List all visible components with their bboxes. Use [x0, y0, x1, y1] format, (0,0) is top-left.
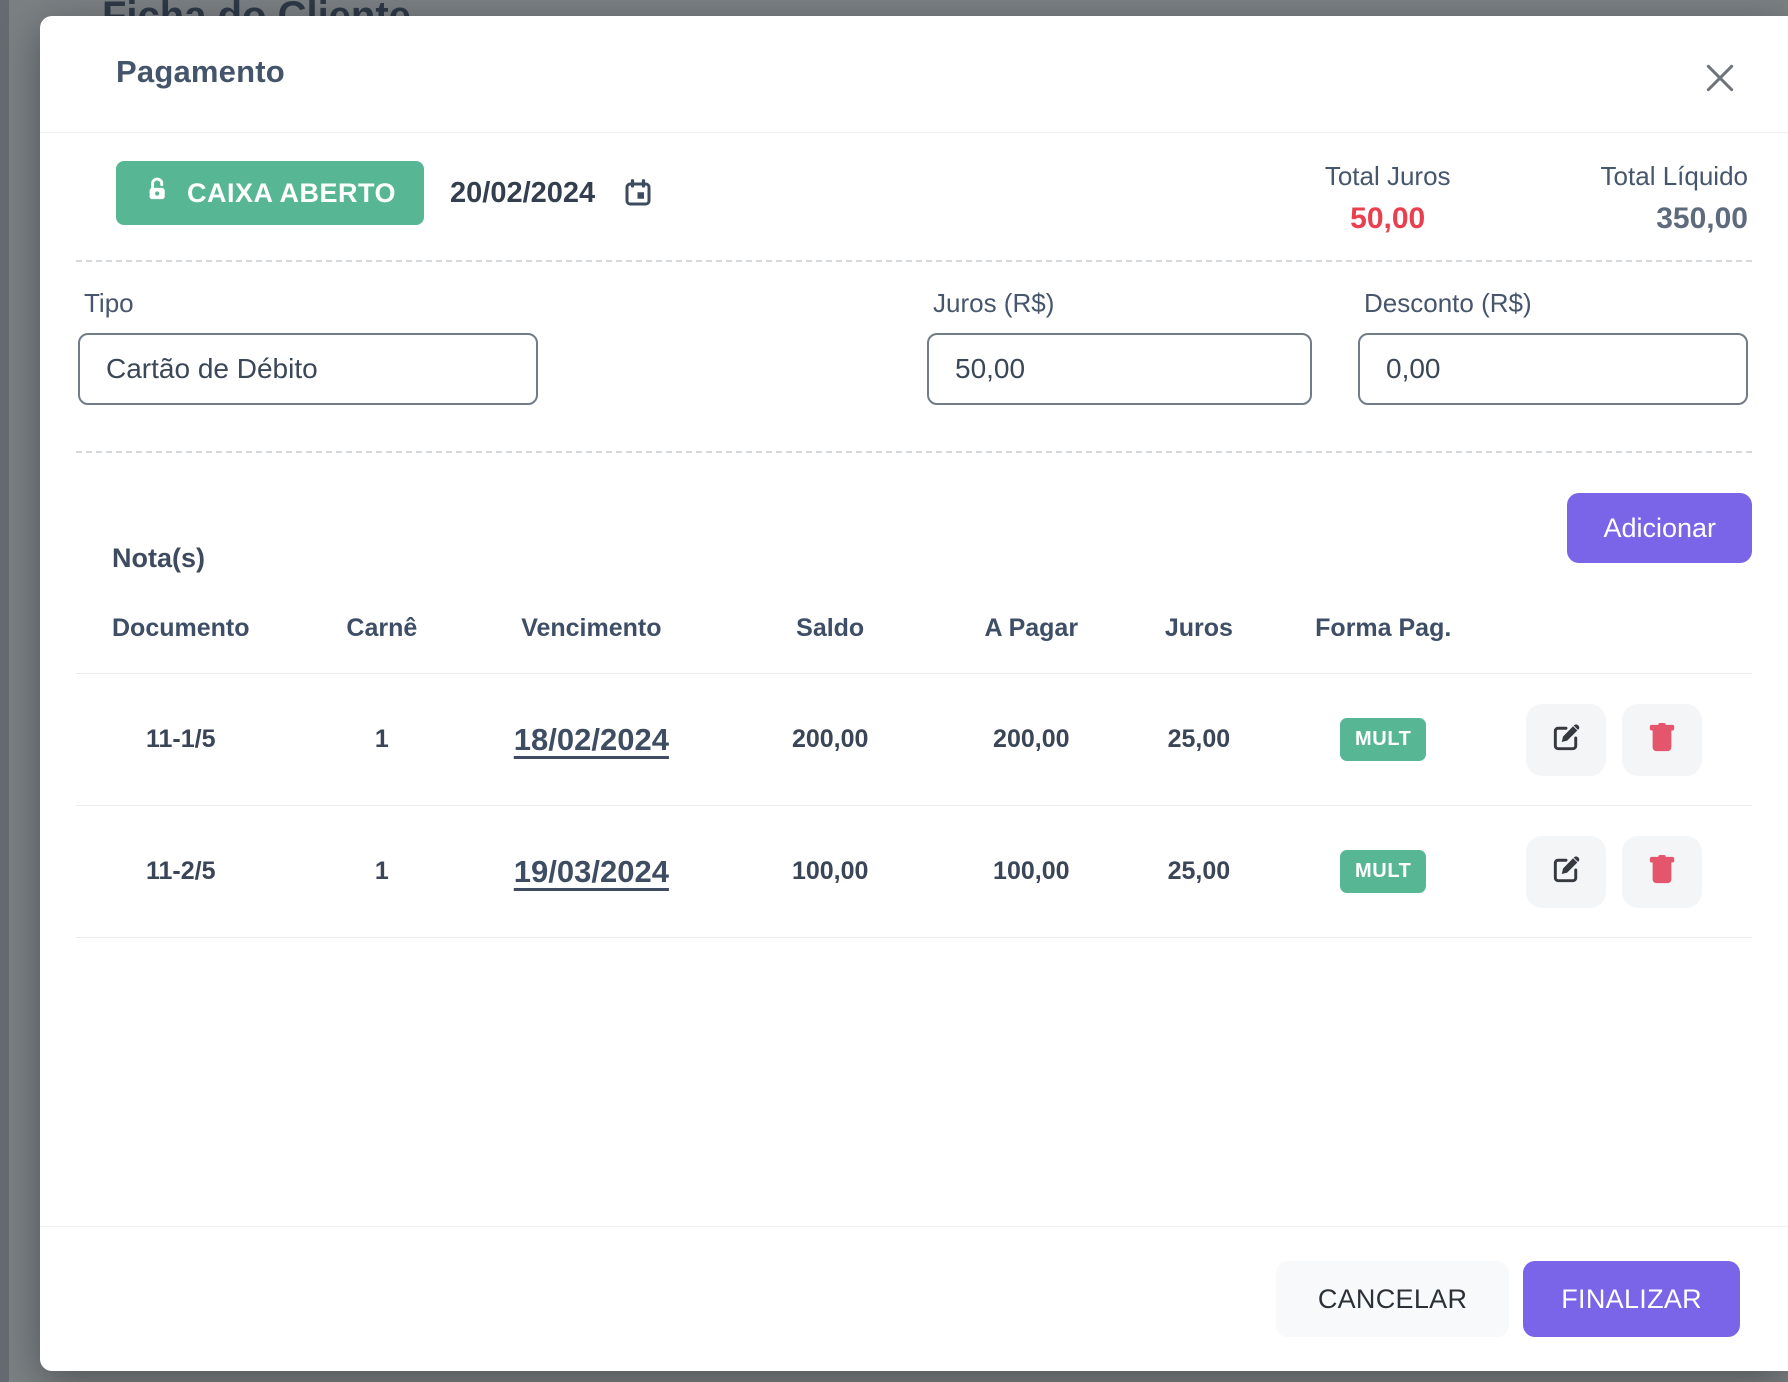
forma-pag-badge: MULT — [1340, 718, 1427, 761]
close-icon — [1700, 64, 1740, 101]
background-page-title: Ficha do Cliente — [102, 0, 1788, 16]
total-juros-block: Total Juros 50,00 — [1325, 161, 1451, 236]
backdrop-left-edge — [0, 0, 9, 1382]
col-header-vencimento: Vencimento — [478, 580, 705, 674]
close-button[interactable] — [1696, 54, 1744, 102]
trash-icon — [1647, 723, 1677, 756]
totals: Total Juros 50,00 Total Líquido 350,00 — [1325, 161, 1748, 236]
status-row: CAIXA ABERTO 20/02/2024 — [76, 133, 1752, 262]
notes-table: Documento Carnê Vencimento Saldo A Pagar… — [76, 580, 1752, 938]
trash-icon — [1647, 855, 1677, 888]
forma-pag-badge: MULT — [1340, 850, 1427, 893]
adicionar-button[interactable]: Adicionar — [1567, 493, 1752, 563]
cell-vencimento: 19/03/2024 — [478, 805, 705, 938]
cell-actions — [1475, 805, 1752, 938]
desconto-input[interactable] — [1358, 333, 1748, 405]
tipo-field-block: Tipo — [78, 288, 538, 405]
edit-icon — [1550, 722, 1582, 757]
table-header-row: Documento Carnê Vencimento Saldo A Pagar… — [76, 580, 1752, 674]
cell-saldo: 200,00 — [704, 673, 956, 806]
caixa-aberto-label: CAIXA ABERTO — [187, 177, 397, 208]
desconto-label: Desconto (R$) — [1364, 288, 1532, 318]
cell-juros: 25,00 — [1106, 673, 1292, 806]
juros-input[interactable] — [927, 333, 1312, 405]
finalizar-button[interactable]: FINALIZAR — [1523, 1261, 1740, 1337]
cancelar-button[interactable]: CANCELAR — [1275, 1261, 1510, 1337]
col-header-actions — [1475, 580, 1752, 674]
cell-juros: 25,00 — [1106, 805, 1292, 938]
juros-field-block: Juros (R$) — [927, 288, 1312, 405]
cell-carne: 1 — [285, 673, 479, 806]
col-header-documento: Documento — [76, 580, 286, 674]
cell-actions — [1475, 673, 1752, 806]
desconto-field-block: Desconto (R$) — [1358, 288, 1748, 405]
payment-modal: Pagamento CAIXA ABERTO — [40, 16, 1788, 1371]
juros-label: Juros (R$) — [933, 288, 1055, 318]
col-header-juros: Juros — [1106, 580, 1292, 674]
cell-a-pagar: 200,00 — [955, 673, 1107, 806]
edit-icon — [1550, 854, 1582, 889]
edit-note-button[interactable] — [1525, 835, 1606, 908]
total-liquido-label: Total Líquido — [1600, 161, 1748, 191]
vencimento-link[interactable]: 18/02/2024 — [513, 721, 669, 757]
unlock-icon — [144, 176, 171, 210]
total-liquido-value: 350,00 — [1656, 202, 1748, 235]
delete-note-button[interactable] — [1621, 703, 1702, 776]
payment-date: 20/02/2024 — [450, 176, 596, 209]
cell-forma-pag: MULT — [1291, 805, 1476, 938]
modal-footer: CANCELAR FINALIZAR — [40, 1226, 1788, 1371]
cell-documento: 11-2/5 — [76, 805, 286, 938]
cell-forma-pag: MULT — [1291, 673, 1476, 806]
total-liquido-block: Total Líquido 350,00 — [1601, 161, 1748, 236]
col-header-a-pagar: A Pagar — [955, 580, 1107, 674]
caixa-aberto-badge[interactable]: CAIXA ABERTO — [116, 161, 425, 225]
total-juros-label: Total Juros — [1324, 161, 1451, 191]
backdrop-page: Ficha do Cliente — [40, 0, 1788, 16]
col-header-carne: Carnê — [285, 580, 479, 674]
cell-vencimento: 18/02/2024 — [478, 673, 705, 806]
table-row: 11-1/5 1 18/02/2024 200,00 200,00 25,00 … — [76, 673, 1752, 806]
modal-body: CAIXA ABERTO 20/02/2024 — [40, 133, 1788, 1226]
col-header-saldo: Saldo — [704, 580, 956, 674]
notes-section: Adicionar Nota(s) Documento Carnê Vencim… — [76, 453, 1752, 938]
total-juros-value: 50,00 — [1350, 202, 1426, 235]
edit-note-button[interactable] — [1525, 703, 1606, 776]
table-row: 11-2/5 1 19/03/2024 100,00 100,00 25,00 … — [76, 805, 1752, 938]
calendar-button[interactable] — [621, 176, 655, 210]
calendar-icon — [623, 179, 653, 211]
modal-title: Pagamento — [116, 54, 285, 89]
vencimento-link[interactable]: 19/03/2024 — [513, 853, 669, 889]
tipo-label: Tipo — [84, 288, 134, 318]
delete-note-button[interactable] — [1621, 835, 1702, 908]
modal-header: Pagamento — [40, 16, 1788, 133]
cell-carne: 1 — [285, 805, 479, 938]
notes-heading: Nota(s) — [112, 543, 205, 573]
status-left: CAIXA ABERTO 20/02/2024 — [116, 161, 655, 225]
col-header-forma-pag: Forma Pag. — [1291, 580, 1476, 674]
tipo-input[interactable] — [78, 333, 538, 405]
form-row: Tipo Juros (R$) Desconto (R$) — [76, 262, 1752, 453]
cell-documento: 11-1/5 — [76, 673, 286, 806]
cell-saldo: 100,00 — [704, 805, 956, 938]
cell-a-pagar: 100,00 — [955, 805, 1107, 938]
